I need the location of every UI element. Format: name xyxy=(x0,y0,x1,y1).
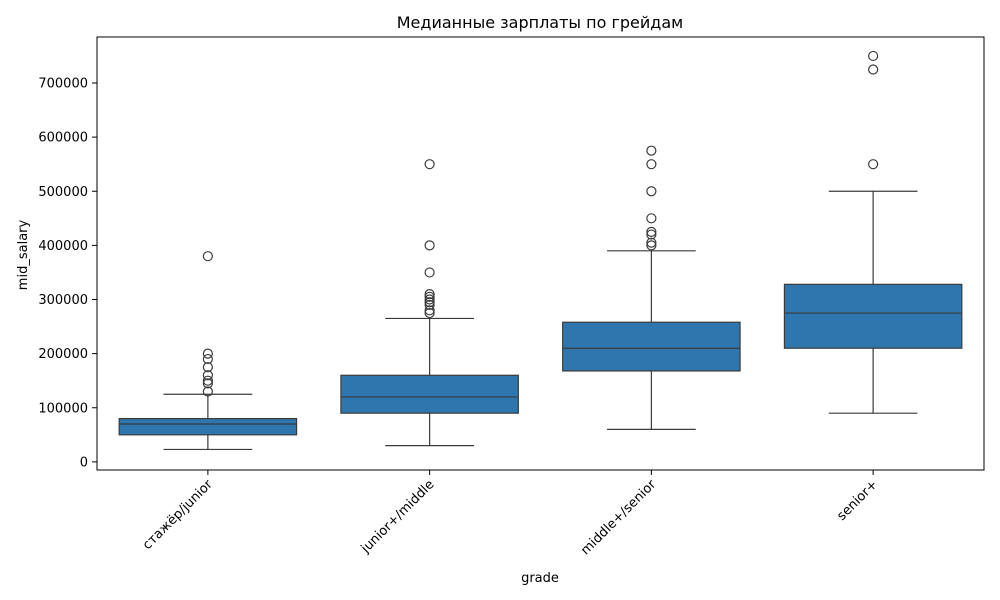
outlier-point xyxy=(202,386,213,397)
x-tick-label: middle+/senior xyxy=(578,477,659,558)
outlier-point xyxy=(424,305,435,316)
x-tick-label: junior+/middle xyxy=(358,477,438,557)
outlier-point xyxy=(202,362,213,373)
outlier-point xyxy=(424,291,435,302)
box-group-3 xyxy=(562,145,741,431)
iqr-box xyxy=(562,321,741,372)
y-tick-label: 700000 xyxy=(38,77,88,92)
outlier-point xyxy=(646,213,657,224)
outlier-point xyxy=(646,240,657,251)
outlier-point xyxy=(424,299,435,311)
outlier-point xyxy=(424,267,435,278)
boxes-layer xyxy=(118,50,963,451)
x-axis-label: grade xyxy=(521,571,559,586)
y-tick-label: 600000 xyxy=(38,131,88,146)
y-tick-label: 500000 xyxy=(38,185,88,200)
outlier-point xyxy=(424,240,435,251)
outlier-point xyxy=(424,307,435,319)
outlier-point xyxy=(202,251,213,262)
outlier-point xyxy=(424,294,435,305)
y-tick-label: 200000 xyxy=(38,347,88,362)
box-group-2 xyxy=(340,159,519,447)
chart-title: Медианные зарплаты по грейдам xyxy=(397,13,683,32)
y-axis-label: mid_salary xyxy=(16,220,31,291)
outlier-point xyxy=(646,159,657,170)
plot-frame xyxy=(96,36,985,471)
outlier-point xyxy=(424,159,435,170)
outlier-point xyxy=(646,186,657,197)
iqr-box xyxy=(118,417,298,436)
y-tick-label: 100000 xyxy=(38,401,88,416)
box-group-1 xyxy=(118,251,298,451)
y-tick-label: 300000 xyxy=(38,293,88,308)
x-tick-label: стажёр/junior xyxy=(140,477,216,553)
y-tick-label: 400000 xyxy=(38,239,88,254)
outlier-point xyxy=(424,297,435,308)
outlier-point xyxy=(646,226,657,237)
y-tick-label: 0 xyxy=(80,455,88,470)
outlier-point xyxy=(646,145,657,156)
x-tick-label: senior+ xyxy=(834,477,881,524)
outlier-point xyxy=(868,50,879,62)
outlier-point xyxy=(868,159,879,170)
outlier-point xyxy=(202,348,213,359)
outlier-point xyxy=(424,288,435,300)
outlier-point xyxy=(202,375,213,386)
iqr-box xyxy=(783,283,963,349)
axes-layer: 0 100000 200000 300000 400000 500000 600000 700… xyxy=(38,77,881,559)
iqr-box xyxy=(340,374,519,414)
outlier-point xyxy=(202,353,213,365)
outlier-point xyxy=(202,370,213,381)
outlier-point xyxy=(646,229,657,240)
outlier-point xyxy=(202,378,213,389)
box-group-4 xyxy=(783,50,963,414)
outlier-point xyxy=(868,64,879,75)
outlier-point xyxy=(646,237,657,248)
